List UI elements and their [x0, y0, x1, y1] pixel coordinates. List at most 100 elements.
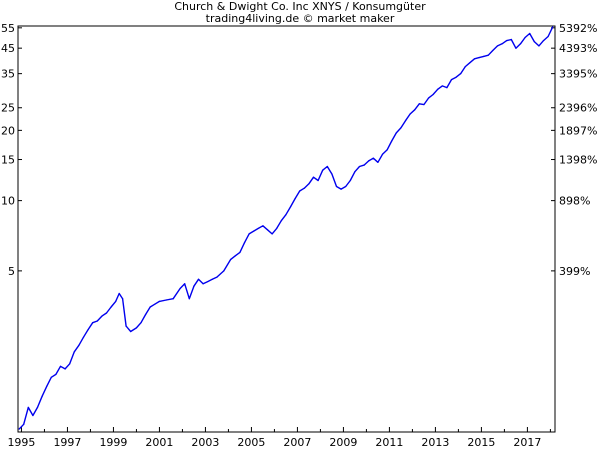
- chart-subtitle: trading4living.de © market maker: [205, 12, 395, 25]
- data-point: [110, 306, 112, 308]
- y-tick-label-right: 2396%: [559, 102, 597, 115]
- data-point: [547, 35, 549, 38]
- bottom-axis: 1995 1997 1999 2001 2003 2005 2007 2009 2011 2013…: [7, 427, 551, 449]
- y-tick-label-left: 45: [1, 42, 15, 55]
- data-point: [501, 43, 503, 45]
- data-point: [395, 132, 397, 134]
- data-point: [303, 187, 305, 189]
- data-point: [349, 179, 351, 182]
- y-tick-label-right: 898%: [559, 195, 590, 208]
- data-point: [377, 161, 379, 163]
- data-point: [154, 303, 156, 305]
- data-point: [299, 190, 301, 192]
- data-point: [105, 312, 108, 314]
- data-point: [335, 185, 338, 188]
- chart-title: Church & Dwight Co. Inc XNYS / Konsumgüt…: [174, 0, 426, 13]
- data-point: [354, 171, 356, 173]
- data-point: [87, 329, 89, 331]
- data-point: [248, 233, 250, 235]
- y-tick-label-right: 1398%: [559, 154, 597, 167]
- data-point: [243, 242, 246, 244]
- data-point: [122, 298, 124, 300]
- data-point: [46, 385, 48, 387]
- data-point: [363, 164, 365, 166]
- data-point: [400, 127, 402, 129]
- x-tick-label: 2005: [237, 436, 265, 449]
- data-point: [276, 227, 278, 230]
- data-point: [368, 160, 370, 162]
- data-point: [506, 39, 508, 42]
- data-point: [437, 88, 439, 90]
- data-point: [82, 336, 85, 338]
- data-point: [469, 62, 471, 64]
- data-point: [326, 165, 328, 168]
- data-point: [533, 41, 535, 43]
- data-point: [36, 406, 39, 409]
- data-point: [101, 315, 103, 317]
- data-point: [340, 188, 342, 190]
- data-point: [538, 45, 540, 47]
- data-point: [409, 113, 411, 115]
- data-point: [96, 320, 98, 322]
- data-point: [145, 313, 147, 316]
- data-point: [496, 45, 499, 47]
- data-point: [50, 376, 52, 378]
- data-point: [78, 344, 80, 346]
- data-point: [515, 47, 517, 49]
- data-point: [216, 276, 218, 278]
- x-tick-label: 2003: [191, 436, 219, 449]
- data-point: [140, 322, 142, 324]
- data-point: [197, 278, 200, 280]
- data-point: [414, 109, 416, 111]
- data-point: [473, 58, 476, 60]
- data-point: [441, 85, 443, 87]
- data-point: [253, 230, 255, 232]
- data-point: [386, 149, 388, 151]
- x-tick-label: 1997: [53, 436, 81, 449]
- data-point: [529, 32, 531, 35]
- y-tick-label-left: 55: [1, 22, 15, 35]
- data-point: [165, 299, 167, 301]
- data-point: [135, 327, 138, 329]
- data-point: [230, 258, 232, 260]
- right-axis: 399% 898% 1398% 1897% 2396% 3395% 4393% 5392%: [551, 22, 597, 278]
- data-point: [510, 38, 512, 41]
- y-tick-label-right: 5392%: [559, 22, 597, 35]
- y-tick-label-right: 3395%: [559, 68, 597, 81]
- data-point: [381, 153, 384, 155]
- data-point: [331, 173, 333, 175]
- data-point: [446, 86, 448, 89]
- data-point: [234, 255, 236, 257]
- data-point: [257, 227, 259, 230]
- data-point: [55, 373, 57, 376]
- data-point: [317, 179, 319, 182]
- data-point: [427, 97, 430, 99]
- y-tick-label-left: 15: [1, 154, 15, 167]
- data-point: [115, 300, 117, 302]
- data-point: [59, 365, 62, 367]
- y-tick-label-left: 10: [1, 195, 15, 208]
- x-tick-label: 2001: [145, 436, 173, 449]
- data-point: [372, 157, 374, 159]
- data-point: [271, 233, 273, 235]
- data-point: [125, 325, 127, 327]
- data-point: [483, 55, 485, 57]
- data-point: [158, 300, 161, 302]
- x-tick-label: 1999: [99, 436, 127, 449]
- data-point: [41, 395, 43, 397]
- y-tick-label-left: 5: [8, 265, 15, 278]
- data-point: [280, 220, 282, 222]
- x-tick-label: 2009: [329, 436, 357, 449]
- data-point: [207, 280, 209, 283]
- data-point: [202, 283, 204, 285]
- y-tick-label-left: 20: [1, 124, 15, 137]
- y-tick-label-right: 4393%: [559, 42, 597, 55]
- data-point: [294, 198, 296, 200]
- data-point: [308, 183, 310, 185]
- data-point: [118, 292, 120, 295]
- data-point: [524, 36, 526, 39]
- data-point: [239, 251, 241, 253]
- data-point: [172, 298, 174, 300]
- data-point: [487, 54, 489, 56]
